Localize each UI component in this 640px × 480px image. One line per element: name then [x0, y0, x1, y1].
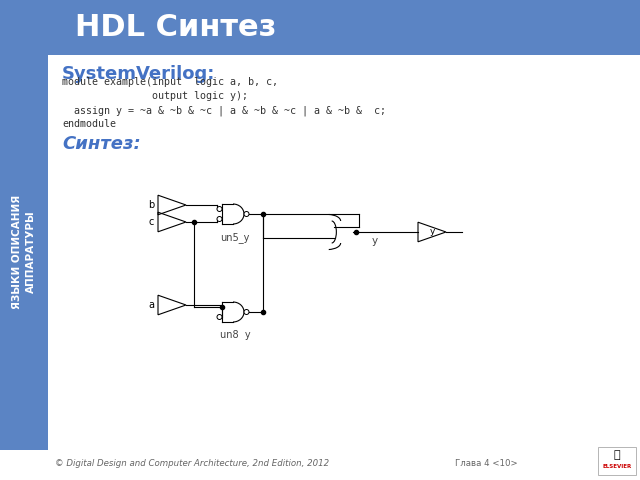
Text: assign y = ~a & ~b & ~c | a & ~b & ~c | a & ~b &  c;: assign y = ~a & ~b & ~c | a & ~b & ~c | … [62, 105, 386, 116]
Text: output logic y);: output logic y); [62, 91, 248, 101]
Circle shape [217, 216, 222, 221]
Text: b: b [148, 200, 154, 210]
Text: y: y [429, 228, 435, 237]
Text: endmodule: endmodule [62, 119, 116, 129]
Text: un8  y: un8 y [220, 330, 250, 340]
Text: ELSEVIER: ELSEVIER [602, 464, 632, 469]
Text: © Digital Design and Computer Architecture, 2nd Edition, 2012: © Digital Design and Computer Architectu… [55, 459, 329, 468]
Circle shape [244, 310, 249, 314]
Circle shape [244, 212, 249, 216]
Text: Синтез:: Синтез: [62, 135, 141, 153]
Text: y: y [372, 236, 378, 246]
FancyBboxPatch shape [598, 447, 636, 475]
Text: a: a [148, 300, 154, 310]
Circle shape [217, 206, 222, 212]
Text: ЯЗЫКИ ОПИСАНИЯ
АППАРАТУРЫ: ЯЗЫКИ ОПИСАНИЯ АППАРАТУРЫ [12, 195, 36, 309]
FancyBboxPatch shape [0, 55, 48, 450]
Text: c: c [148, 217, 154, 227]
Text: Глава 4 <10>: Глава 4 <10> [455, 459, 518, 468]
Text: un5_y: un5_y [220, 232, 250, 243]
Text: 🌳: 🌳 [614, 450, 620, 460]
Text: SystemVerilog:: SystemVerilog: [62, 65, 216, 83]
FancyBboxPatch shape [0, 0, 640, 55]
Circle shape [217, 314, 222, 320]
Text: module example(input  logic a, b, c,: module example(input logic a, b, c, [62, 77, 278, 87]
Text: HDL Синтез: HDL Синтез [75, 13, 276, 43]
